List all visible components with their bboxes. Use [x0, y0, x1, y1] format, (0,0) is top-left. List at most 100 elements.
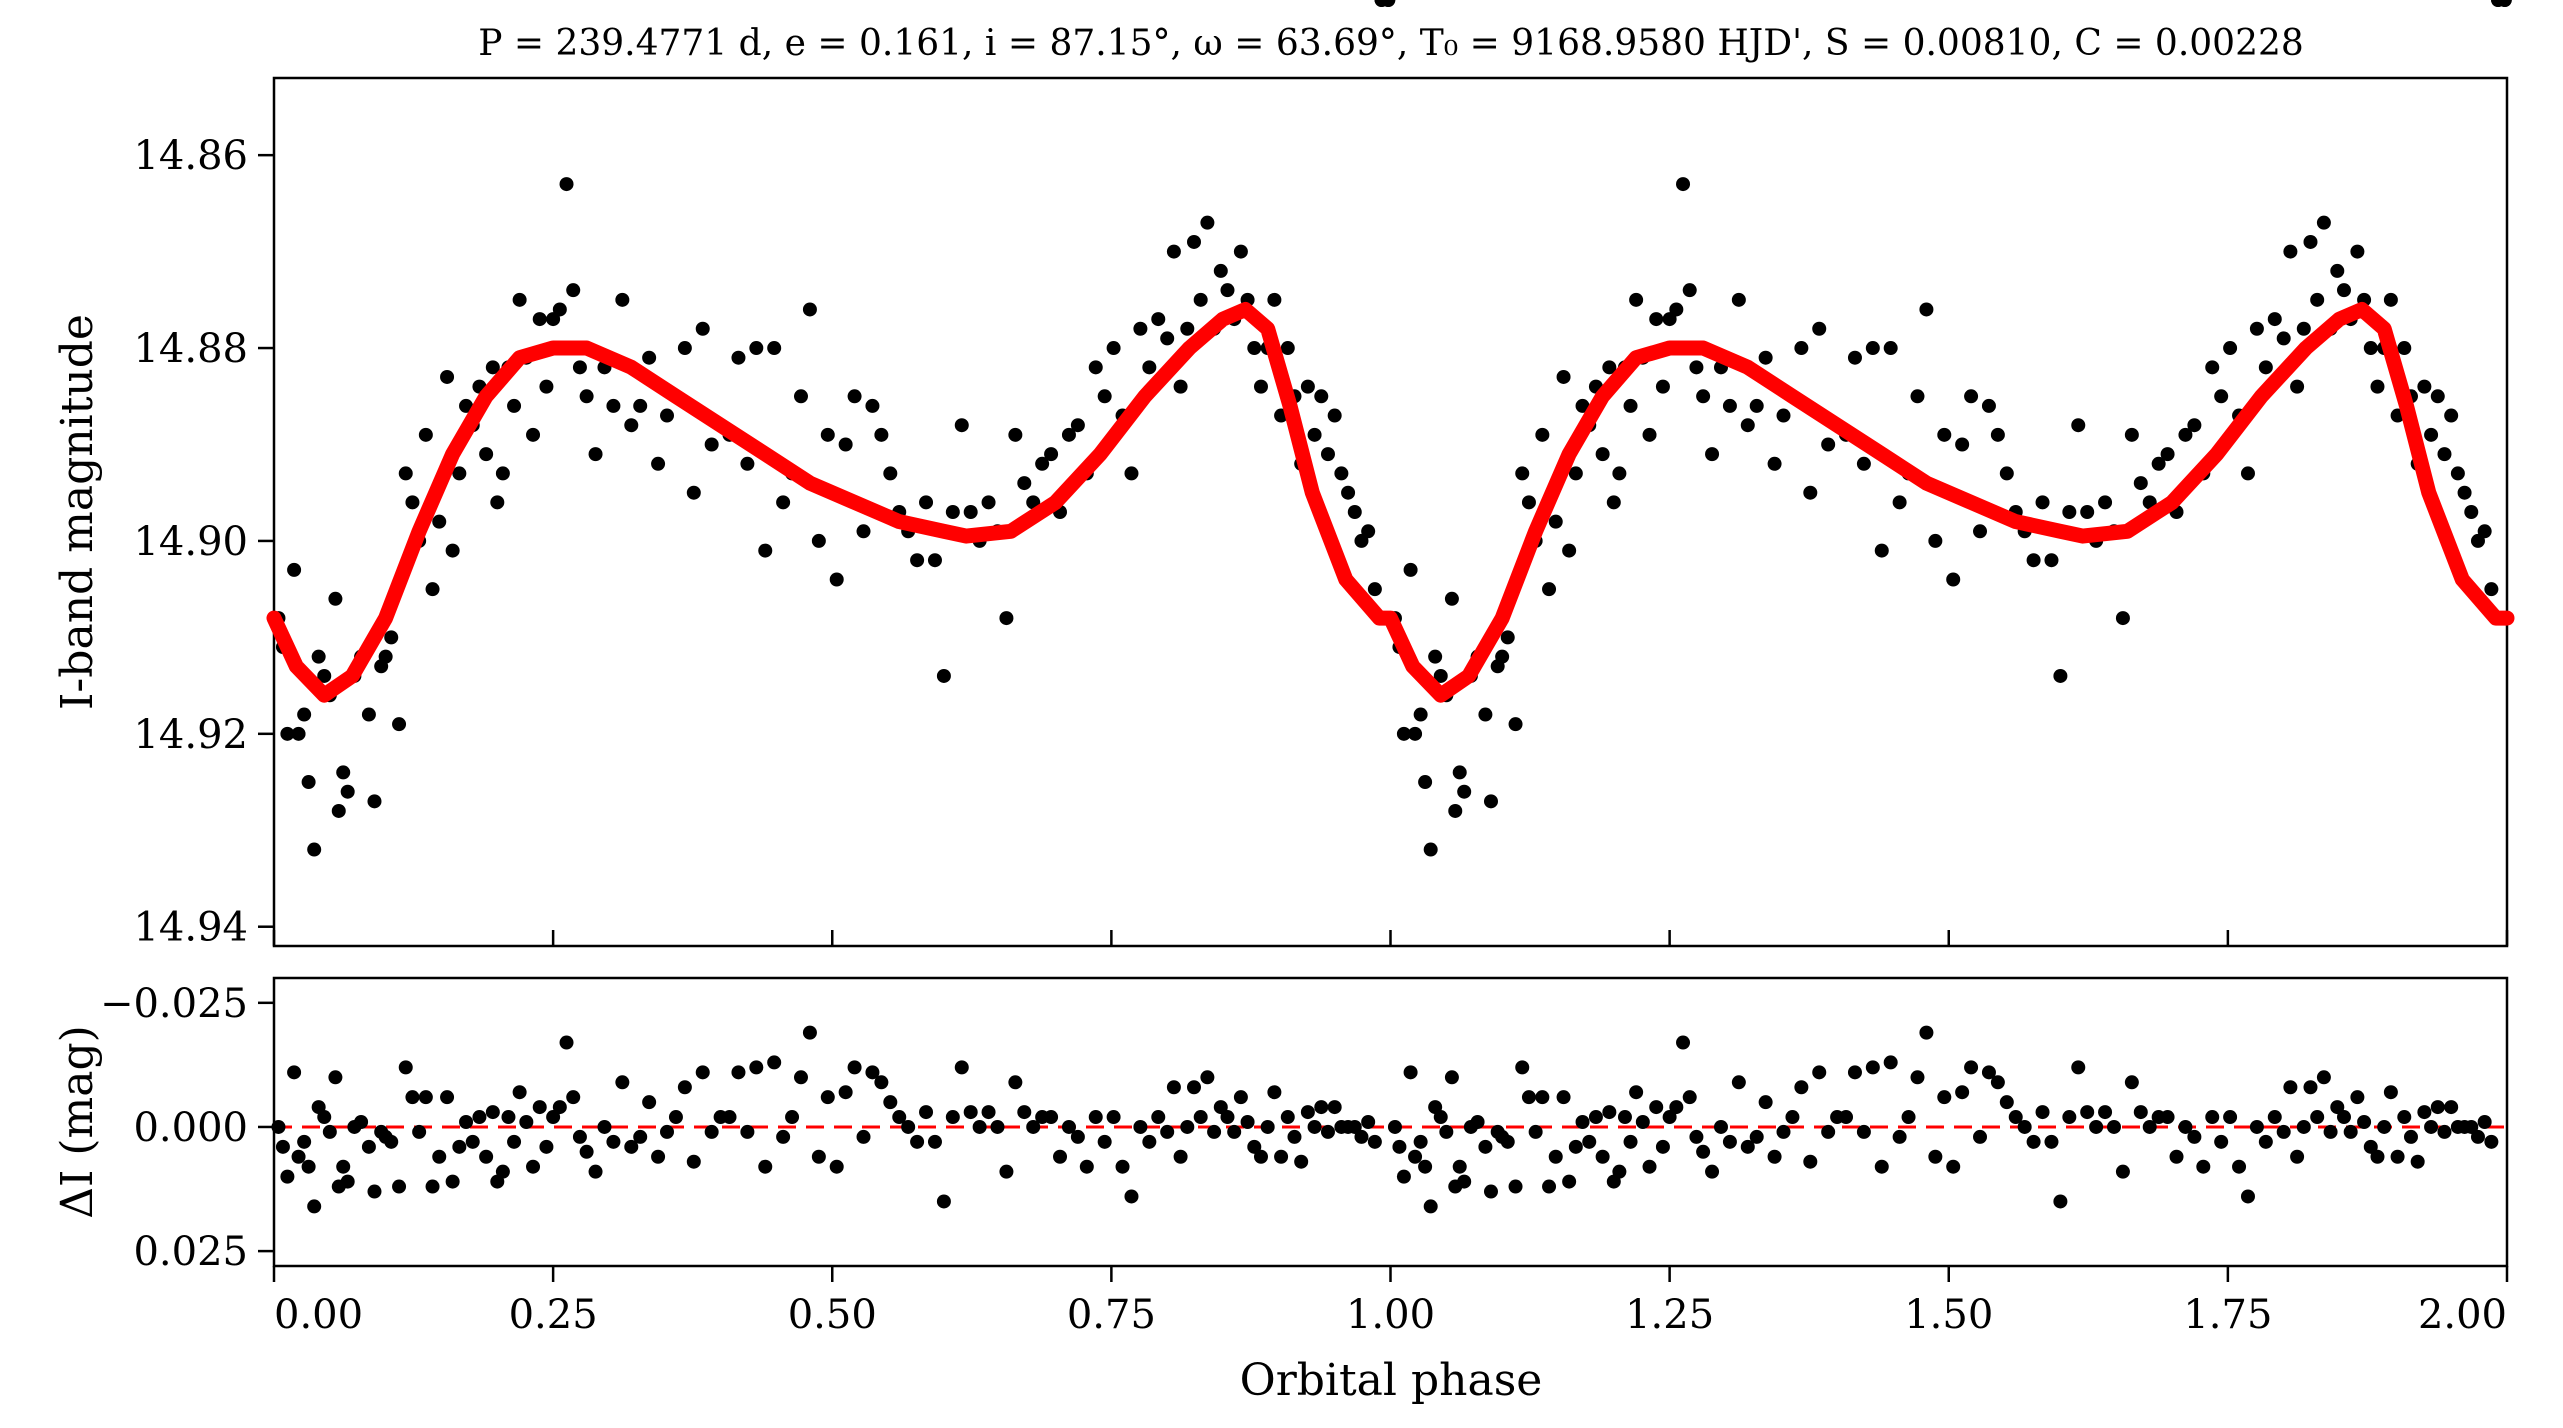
residual-point: [2017, 1119, 2032, 1134]
data-point: [1689, 360, 1704, 375]
residual-point: [1439, 1124, 1454, 1139]
residual-point: [660, 1124, 675, 1139]
residual-point: [1500, 1134, 1515, 1149]
residual-point: [572, 1129, 587, 1144]
data-point: [919, 495, 934, 510]
data-point: [1151, 312, 1166, 327]
residual-point: [1180, 1119, 1195, 1134]
residual-point: [1320, 1124, 1335, 1139]
residual-point: [963, 1105, 978, 1120]
data-point: [1267, 292, 1282, 307]
residual-point: [1381, 0, 1396, 7]
data-point: [507, 398, 522, 413]
data-point: [1776, 408, 1791, 423]
residual-point: [1535, 1090, 1550, 1105]
data-point: [1097, 389, 1112, 404]
residual-point: [539, 1139, 554, 1154]
data-point: [1334, 466, 1349, 481]
data-point: [2258, 360, 2273, 375]
data-point: [856, 524, 871, 539]
data-point: [865, 398, 880, 413]
x-tick-label: 1.00: [1346, 1292, 1435, 1338]
data-point: [1106, 341, 1121, 356]
data-point: [1758, 350, 1773, 365]
data-point: [367, 794, 382, 809]
residual-point: [2477, 1115, 2492, 1129]
residual-point: [1722, 1134, 1737, 1149]
x-tick-label: 0.25: [509, 1292, 598, 1338]
residual-point: [2258, 1134, 2273, 1149]
residual-point: [1207, 1124, 1222, 1139]
data-point: [874, 427, 889, 442]
residual-point: [865, 1065, 880, 1080]
residual-point: [981, 1105, 996, 1120]
residual-point: [919, 1105, 934, 1120]
residual-point: [2232, 1159, 2247, 1174]
residual-point: [1300, 1105, 1315, 1120]
residual-point: [901, 1119, 916, 1134]
data-point: [479, 447, 494, 462]
residual-point: [1151, 1110, 1166, 1125]
data-point: [1213, 263, 1228, 278]
data-point: [1233, 244, 1248, 259]
residual-point: [2330, 1100, 2345, 1115]
data-point: [847, 389, 862, 404]
residual-point: [559, 1035, 574, 1050]
data-point: [2044, 553, 2059, 568]
data-point: [1676, 177, 1691, 192]
residual-point: [445, 1174, 460, 1189]
residual-point: [1483, 1184, 1498, 1199]
data-point: [1937, 427, 1952, 442]
residual-point: [1964, 1060, 1979, 1075]
data-point: [1444, 591, 1459, 606]
x-tick-label: 1.75: [2183, 1292, 2272, 1338]
residual-point: [677, 1080, 692, 1095]
data-point: [378, 649, 393, 664]
residual-point: [2484, 1134, 2499, 1149]
data-point: [1919, 302, 1934, 317]
data-point: [1180, 321, 1195, 336]
data-point: [1606, 495, 1621, 510]
data-point: [1448, 803, 1463, 818]
residual-point: [2363, 1139, 2378, 1154]
residual-point: [2276, 1124, 2291, 1139]
residual-point: [2390, 1149, 2405, 1164]
residual-point: [512, 1085, 527, 1100]
residual-point: [1528, 1124, 1543, 1139]
data-point: [615, 292, 630, 307]
data-point: [1220, 283, 1235, 298]
data-point: [2464, 505, 2479, 519]
data-point: [1595, 447, 1610, 462]
residual-point: [597, 1119, 612, 1134]
residual-point: [1508, 1179, 1523, 1194]
data-point: [1946, 572, 1961, 587]
data-point: [2477, 524, 2492, 539]
data-point: [1521, 495, 1536, 510]
data-point: [1705, 447, 1720, 462]
residual-point: [1642, 1159, 1657, 1174]
data-point: [340, 784, 355, 799]
data-point: [2178, 427, 2193, 442]
data-point: [572, 360, 587, 375]
data-point: [776, 495, 791, 510]
data-point: [1847, 350, 1862, 365]
data-point: [2350, 244, 2365, 259]
residual-point: [945, 1110, 960, 1125]
data-point: [2053, 668, 2068, 683]
data-point: [1193, 292, 1208, 307]
data-point: [297, 707, 312, 722]
data-point: [1314, 389, 1329, 404]
residual-point: [954, 1060, 969, 1075]
data-point: [2276, 331, 2291, 346]
data-point: [2363, 341, 2378, 356]
residual-point: [651, 1149, 666, 1164]
residual-point: [606, 1134, 621, 1149]
data-point: [2133, 476, 2148, 491]
data-point: [793, 389, 808, 404]
data-point: [2071, 418, 2086, 433]
residual-point: [910, 1134, 925, 1149]
data-point: [1088, 360, 1103, 375]
residual-point: [2343, 1124, 2358, 1139]
data-point: [328, 591, 343, 606]
residual-panel: −0.025 0.000 0.025 0.00 0.25 0.50 0.75 1.00 1.2…: [52, 0, 2512, 1406]
